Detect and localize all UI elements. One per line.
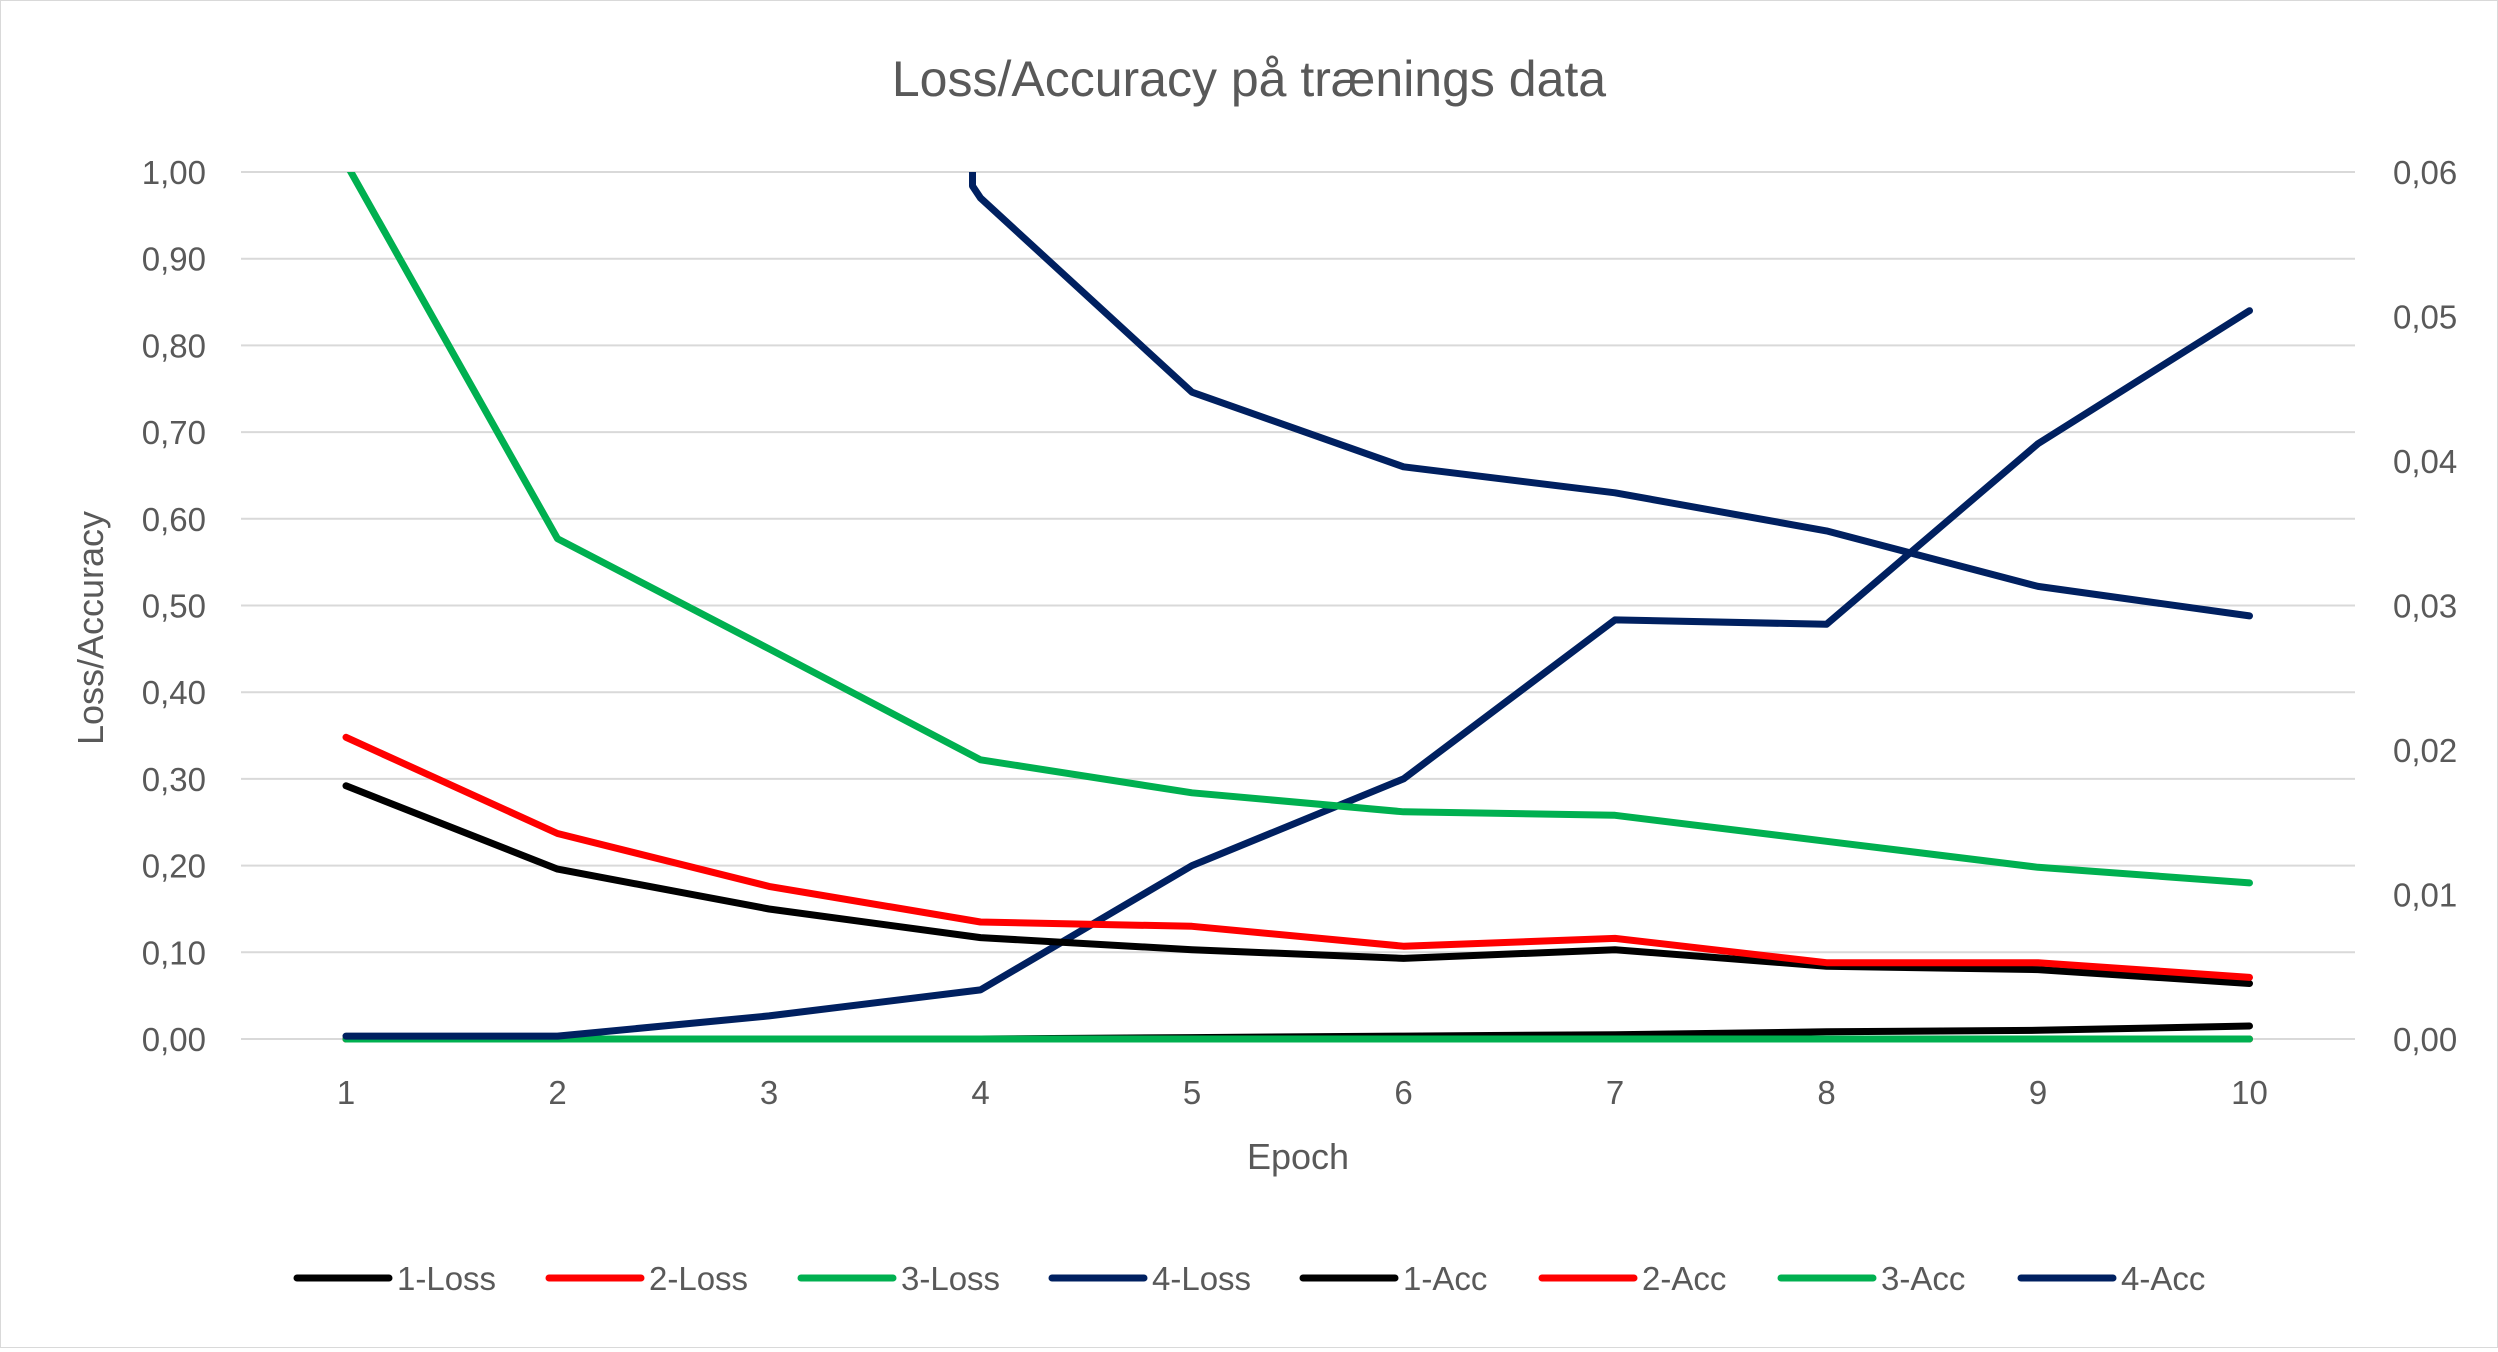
gridlines [241,171,2355,1040]
series-line-4-loss [969,172,2253,620]
x-tick-label: 10 [2231,1074,2268,1111]
series-line-4-acc [342,307,2253,1040]
y-tick-label: 0,30 [142,761,206,798]
y-tick-label: 0,60 [142,501,206,538]
y2-tick-label: 0,06 [2393,154,2457,191]
y2-tick-label: 0,00 [2393,1021,2457,1058]
y2-tick-label: 0,05 [2393,299,2457,336]
y2-tick-label: 0,03 [2393,588,2457,625]
y-tick-label: 0,80 [142,327,206,364]
right-axis-ticks: 0,00 0,01 0,02 0,03 0,04 0,05 0,06 [2393,154,2457,1058]
series-line-2-loss [342,733,2253,981]
y-tick-label: 0,00 [142,1021,206,1058]
series-line-3-loss [346,172,2253,887]
legend-label: 3-Acc [1881,1260,1965,1297]
legend: 1-Loss 2-Loss 3-Loss 4-Loss 1-Acc 2-Acc 3-Acc 4… [293,1260,2205,1297]
y-tick-label: 0,90 [142,241,206,278]
y-tick-label: 0,70 [142,414,206,451]
x-tick-label: 9 [2029,1074,2047,1111]
y2-tick-label: 0,02 [2393,732,2457,769]
x-tick-label: 3 [760,1074,778,1111]
x-tick-label: 8 [1817,1074,1835,1111]
legend-label: 4-Loss [1152,1260,1251,1297]
chart-title: Loss/Accuracy på trænings data [892,51,1606,107]
y-axis-title: Loss/Accuracy [70,511,111,745]
x-axis-ticks: 1 2 3 4 5 6 7 8 9 10 [337,1074,2268,1111]
legend-label: 4-Acc [2121,1260,2205,1297]
x-tick-label: 4 [971,1074,989,1111]
y-tick-label: 1,00 [142,154,206,191]
y-tick-label: 0,10 [142,934,206,971]
y2-tick-label: 0,04 [2393,443,2457,480]
legend-label: 1-Acc [1403,1260,1487,1297]
y-tick-label: 0,20 [142,848,206,885]
x-tick-label: 6 [1394,1074,1412,1111]
series-lines [342,172,2253,1043]
x-tick-label: 7 [1606,1074,1624,1111]
x-tick-label: 2 [548,1074,566,1111]
x-axis-title: Epoch [1247,1136,1349,1177]
x-tick-label: 1 [337,1074,355,1111]
series-line-1-loss [342,782,2253,987]
x-tick-label: 5 [1183,1074,1201,1111]
y-tick-label: 0,40 [142,674,206,711]
y2-tick-label: 0,01 [2393,877,2457,914]
left-axis-ticks: 0,00 0,10 0,20 0,30 0,40 0,50 0,60 0,70 0,80 0,90… [142,154,206,1058]
legend-label: 2-Acc [1642,1260,1726,1297]
legend-label: 3-Loss [901,1260,1000,1297]
y-tick-label: 0,50 [142,588,206,625]
legend-label: 2-Loss [649,1260,748,1297]
legend-label: 1-Loss [397,1260,496,1297]
